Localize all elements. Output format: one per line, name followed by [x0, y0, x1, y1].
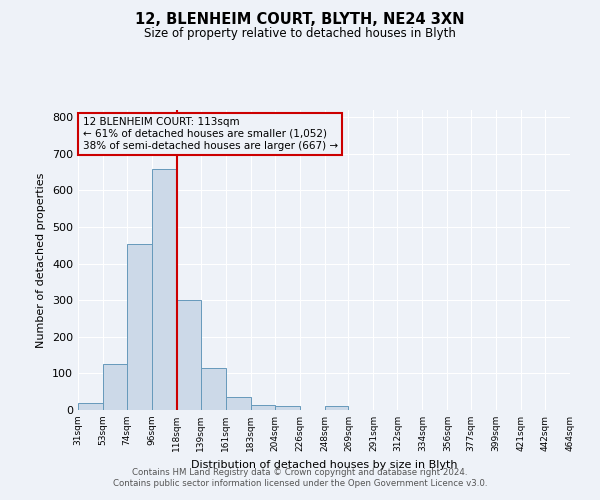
Bar: [152, 168, 177, 410]
Bar: [226, 397, 251, 410]
Y-axis label: Number of detached properties: Number of detached properties: [37, 172, 46, 348]
Bar: [127, 244, 152, 410]
Bar: [251, 404, 275, 410]
Bar: [325, 406, 349, 410]
Text: Contains HM Land Registry data © Crown copyright and database right 2024.
Contai: Contains HM Land Registry data © Crown c…: [113, 468, 487, 487]
X-axis label: Distribution of detached houses by size in Blyth: Distribution of detached houses by size …: [191, 460, 457, 469]
Bar: [177, 300, 201, 410]
Bar: [103, 364, 127, 410]
Bar: [201, 368, 226, 410]
Text: 12, BLENHEIM COURT, BLYTH, NE24 3XN: 12, BLENHEIM COURT, BLYTH, NE24 3XN: [135, 12, 465, 28]
Text: 12 BLENHEIM COURT: 113sqm
← 61% of detached houses are smaller (1,052)
38% of se: 12 BLENHEIM COURT: 113sqm ← 61% of detac…: [83, 118, 338, 150]
Bar: [275, 406, 299, 410]
Bar: [78, 402, 103, 410]
Text: Size of property relative to detached houses in Blyth: Size of property relative to detached ho…: [144, 28, 456, 40]
